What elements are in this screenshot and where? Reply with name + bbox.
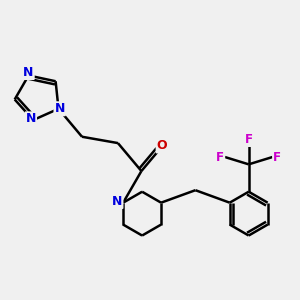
Text: N: N <box>26 112 36 125</box>
Text: N: N <box>112 195 122 208</box>
Text: F: F <box>273 151 281 164</box>
Text: F: F <box>245 133 253 146</box>
Text: F: F <box>216 151 224 164</box>
Text: O: O <box>157 140 167 152</box>
Text: N: N <box>23 66 34 79</box>
Text: N: N <box>55 102 65 115</box>
